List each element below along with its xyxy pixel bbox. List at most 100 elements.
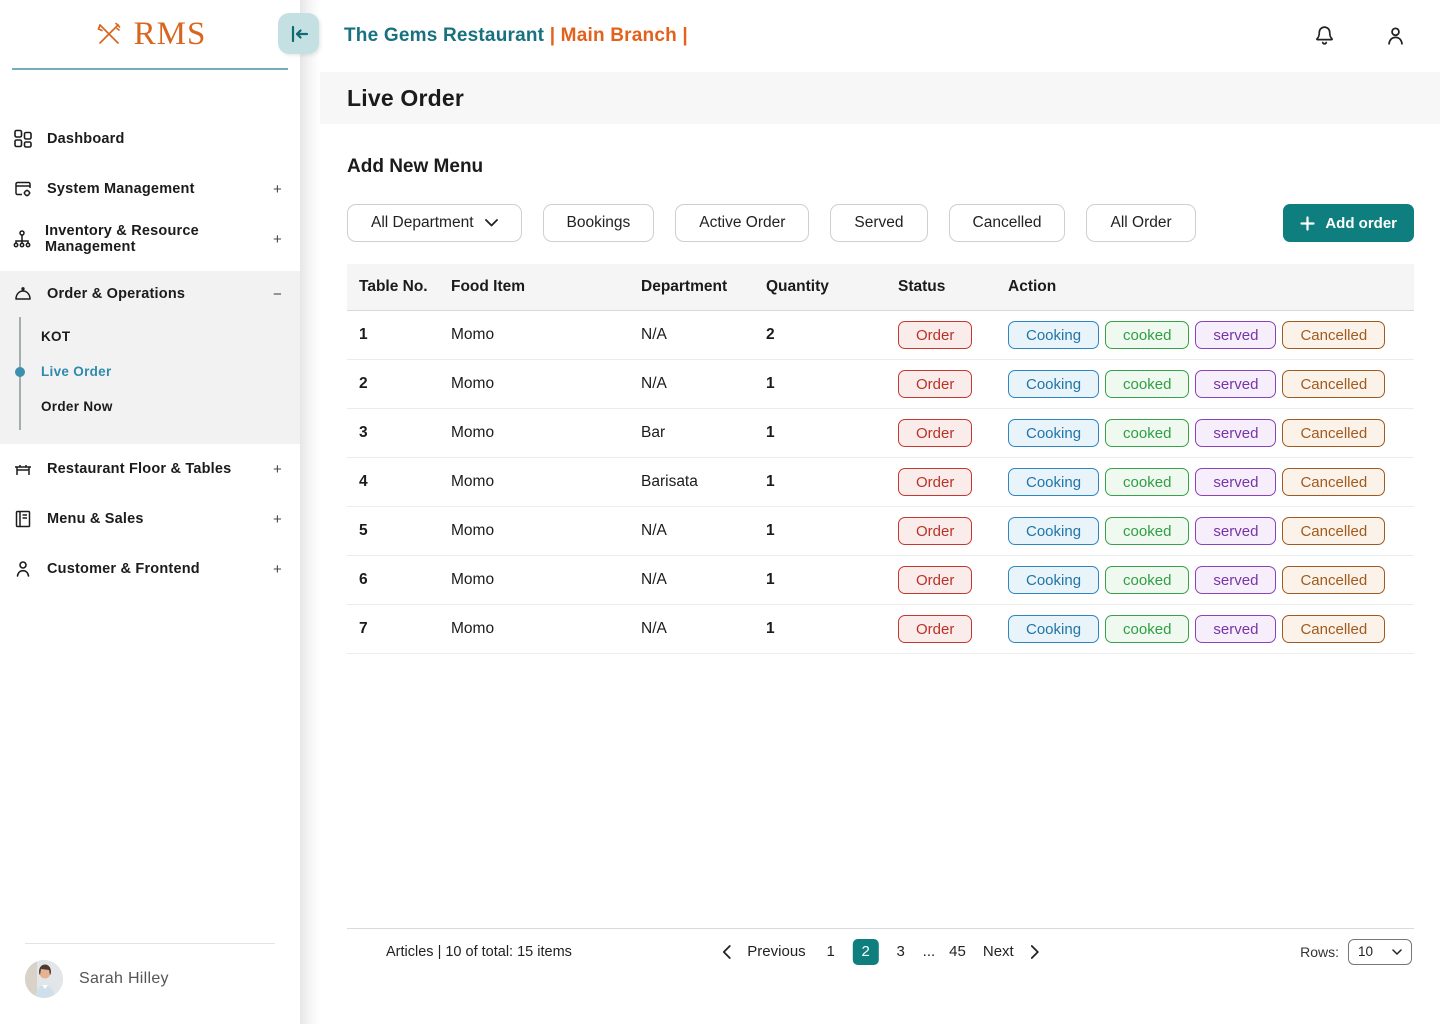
all-order-filter-button[interactable]: All Order: [1086, 204, 1196, 242]
cooking-action-button[interactable]: Cooking: [1008, 468, 1100, 496]
cancelled-action-button[interactable]: Cancelled: [1282, 468, 1386, 496]
sidebar-item-menu-sales[interactable]: Menu & Sales +: [0, 494, 300, 544]
cooking-action-button[interactable]: Cooking: [1008, 419, 1100, 447]
header-action: Action: [1008, 278, 1057, 295]
header-status: Status: [898, 278, 946, 295]
cell-status: Order: [898, 517, 1008, 545]
items-summary: Articles | 10 of total: 15 items: [386, 943, 572, 960]
cancelled-action-button[interactable]: Cancelled: [1282, 370, 1386, 398]
expand-plus-icon[interactable]: +: [273, 460, 282, 478]
account-button[interactable]: [1383, 24, 1408, 49]
cooking-action-button[interactable]: Cooking: [1008, 566, 1100, 594]
user-icon: [1383, 24, 1408, 49]
sidebar-item-restaurant-floor[interactable]: Restaurant Floor & Tables +: [0, 444, 300, 494]
cancelled-filter-button[interactable]: Cancelled: [948, 204, 1066, 242]
served-action-button[interactable]: served: [1195, 321, 1277, 349]
cell-food-item: Momo: [451, 473, 495, 490]
cell-status: Order: [898, 566, 1008, 594]
active-order-filter-button[interactable]: Active Order: [675, 204, 810, 242]
page-header: Live Order: [320, 72, 1440, 124]
previous-chevron-icon[interactable]: [721, 944, 731, 959]
order-status-button[interactable]: Order: [898, 370, 973, 398]
sidebar-subitem-kot[interactable]: KOT: [21, 319, 300, 354]
cooked-action-button[interactable]: cooked: [1105, 370, 1190, 398]
served-action-button[interactable]: served: [1195, 468, 1277, 496]
page-3-button[interactable]: 3: [893, 943, 909, 960]
cancelled-action-button[interactable]: Cancelled: [1282, 615, 1386, 643]
order-status-button[interactable]: Order: [898, 566, 973, 594]
expand-plus-icon[interactable]: +: [273, 180, 282, 198]
served-filter-button[interactable]: Served: [830, 204, 928, 242]
page-45-button[interactable]: 45: [949, 943, 966, 960]
bookings-filter-button[interactable]: Bookings: [542, 204, 655, 242]
cancelled-action-button[interactable]: Cancelled: [1282, 419, 1386, 447]
order-status-button[interactable]: Order: [898, 321, 973, 349]
cancelled-action-button[interactable]: Cancelled: [1282, 517, 1386, 545]
cancelled-action-button[interactable]: Cancelled: [1282, 566, 1386, 594]
sidebar-item-customer-frontend[interactable]: Customer & Frontend +: [0, 544, 300, 594]
expand-plus-icon[interactable]: +: [273, 560, 282, 578]
add-order-label: Add order: [1325, 214, 1397, 232]
cooked-action-button[interactable]: cooked: [1105, 615, 1190, 643]
dashboard-icon: [12, 128, 34, 150]
next-button[interactable]: Next: [982, 943, 1014, 960]
order-status-button[interactable]: Order: [898, 419, 973, 447]
order-status-button[interactable]: Order: [898, 468, 973, 496]
header-food-item: Food Item: [451, 278, 526, 295]
previous-button[interactable]: Previous: [747, 943, 806, 960]
cooked-action-button[interactable]: cooked: [1105, 566, 1190, 594]
cell-department: Barisata: [641, 473, 698, 490]
served-action-button[interactable]: served: [1195, 517, 1277, 545]
sidebar-item-system-management[interactable]: System Management +: [0, 164, 300, 214]
sidebar-subitem-label: Order Now: [41, 399, 113, 414]
cooked-action-button[interactable]: cooked: [1105, 321, 1190, 349]
department-filter-dropdown[interactable]: All Department: [347, 204, 522, 242]
order-status-button[interactable]: Order: [898, 517, 973, 545]
cooking-action-button[interactable]: Cooking: [1008, 615, 1100, 643]
header-table-no: Table No.: [359, 278, 428, 295]
add-order-button[interactable]: Add order: [1283, 204, 1414, 242]
cell-quantity: 2: [766, 326, 775, 343]
cooking-action-button[interactable]: Cooking: [1008, 321, 1100, 349]
served-action-button[interactable]: served: [1195, 419, 1277, 447]
cell-action: Cooking cooked served Cancelled: [1008, 517, 1414, 545]
cooking-action-button[interactable]: Cooking: [1008, 517, 1100, 545]
cell-food-item: Momo: [451, 326, 495, 343]
person-icon: [12, 558, 34, 580]
page-2-button-active[interactable]: 2: [852, 938, 879, 965]
sidebar-item-dashboard[interactable]: Dashboard: [0, 114, 300, 164]
cell-table-no: 5: [359, 522, 368, 539]
plus-icon: [1300, 215, 1315, 231]
restaurant-name: The Gems Restaurant: [344, 25, 545, 46]
collapse-minus-icon[interactable]: −: [273, 285, 282, 303]
rows-per-page-select[interactable]: 10: [1348, 938, 1412, 965]
cell-table-no: 6: [359, 571, 368, 588]
served-action-button[interactable]: served: [1195, 615, 1277, 643]
sidebar-subitem-live-order[interactable]: Live Order: [15, 354, 300, 389]
cooking-action-button[interactable]: Cooking: [1008, 370, 1100, 398]
sidebar-item-inventory-resource[interactable]: Inventory & Resource Management +: [0, 214, 300, 264]
order-status-button[interactable]: Order: [898, 615, 973, 643]
served-action-button[interactable]: served: [1195, 370, 1277, 398]
cooked-action-button[interactable]: cooked: [1105, 419, 1190, 447]
sidebar-subitem-order-now[interactable]: Order Now: [21, 389, 300, 424]
content: Add New Menu All Department Bookings Act…: [320, 124, 1440, 1024]
table-icon: [12, 458, 34, 480]
pagination: Previous 1 2 3 ... 45 Next: [721, 938, 1040, 965]
notifications-button[interactable]: [1312, 24, 1337, 49]
table-row: 1 Momo N/A 2 Order Cooking cooked served…: [347, 311, 1414, 360]
sidebar-collapse-button[interactable]: [278, 13, 319, 54]
cooked-action-button[interactable]: cooked: [1105, 517, 1190, 545]
user-profile[interactable]: Sarah Hilley: [25, 943, 275, 1024]
sidebar-item-order-operations[interactable]: Order & Operations −: [0, 271, 300, 317]
bell-icon: [1312, 24, 1337, 49]
page-1-button[interactable]: 1: [823, 943, 839, 960]
expand-plus-icon[interactable]: +: [273, 510, 282, 528]
sidebar-item-label: Dashboard: [47, 131, 125, 147]
next-chevron-icon[interactable]: [1030, 944, 1040, 959]
cooked-action-button[interactable]: cooked: [1105, 468, 1190, 496]
served-action-button[interactable]: served: [1195, 566, 1277, 594]
expand-plus-icon[interactable]: +: [273, 230, 282, 248]
cell-food-item: Momo: [451, 424, 495, 441]
cancelled-action-button[interactable]: Cancelled: [1282, 321, 1386, 349]
